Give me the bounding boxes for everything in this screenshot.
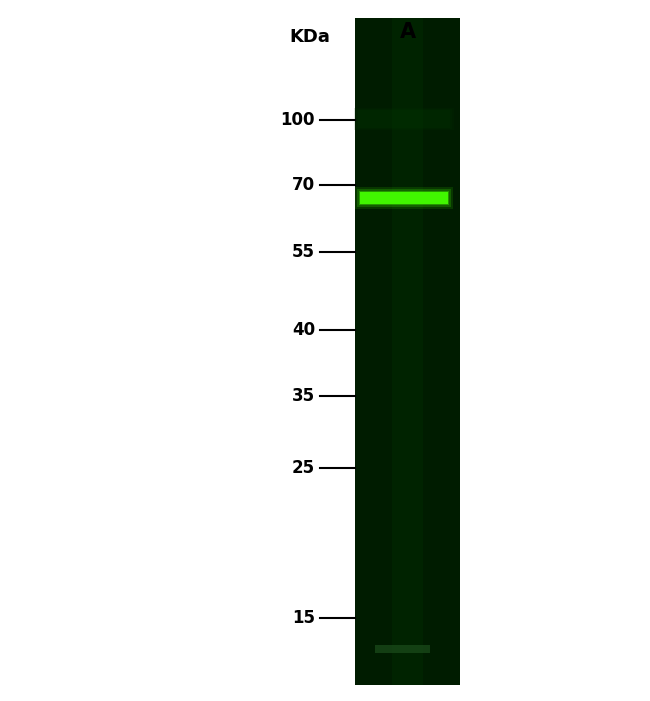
Text: 25: 25 — [292, 459, 315, 477]
Text: 55: 55 — [292, 243, 315, 261]
Text: 15: 15 — [292, 609, 315, 627]
Bar — [355, 187, 453, 209]
Text: 35: 35 — [292, 387, 315, 405]
Bar — [357, 189, 451, 207]
Bar — [355, 18, 460, 685]
Bar — [359, 191, 449, 205]
Text: KDa: KDa — [289, 28, 330, 46]
Text: 40: 40 — [292, 321, 315, 339]
Bar — [360, 192, 448, 204]
Text: 70: 70 — [292, 176, 315, 194]
Text: A: A — [400, 22, 416, 42]
Bar — [392, 18, 423, 685]
Bar — [354, 108, 454, 130]
Bar — [358, 110, 450, 128]
Bar — [375, 645, 430, 653]
Bar — [356, 109, 452, 129]
Text: 100: 100 — [281, 111, 315, 129]
